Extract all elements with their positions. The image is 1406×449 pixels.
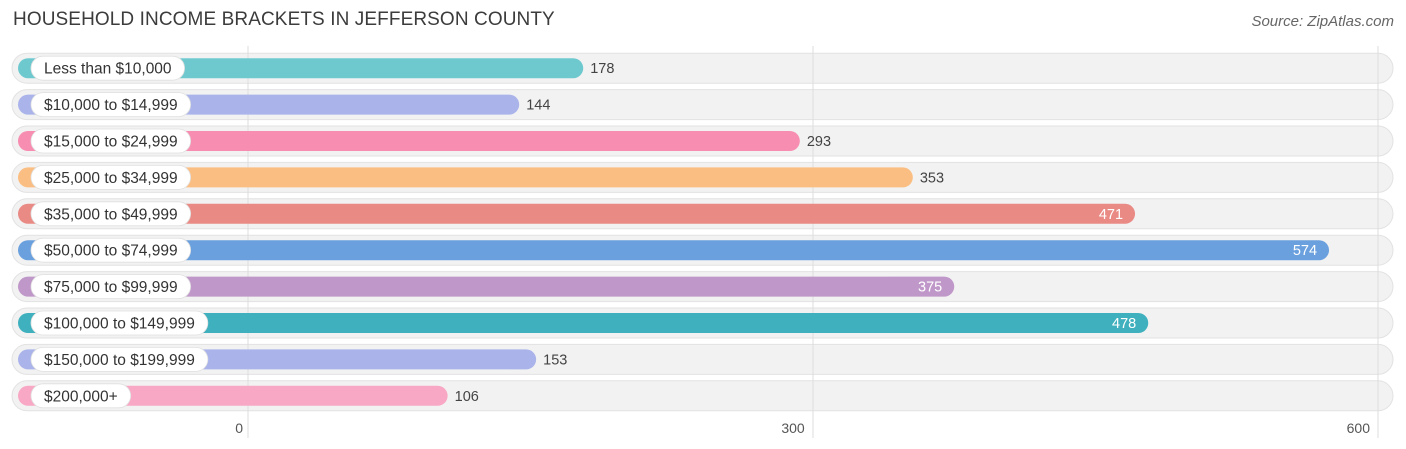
category-pill	[30, 346, 209, 372]
bar	[18, 313, 1149, 333]
category-pill	[30, 201, 192, 227]
category-label: $25,000 to $34,999	[44, 170, 178, 187]
category-label: $150,000 to $199,999	[44, 352, 195, 369]
category-label: $100,000 to $149,999	[44, 316, 195, 333]
category-pill	[30, 164, 192, 190]
chart-source: Source: ZipAtlas.com	[1251, 13, 1394, 30]
value-label: 471	[1099, 207, 1123, 223]
value-label: 153	[543, 352, 567, 368]
value-label: 144	[526, 98, 550, 114]
bar	[18, 131, 800, 151]
chart-title: HOUSEHOLD INCOME BRACKETS IN JEFFERSON C…	[13, 9, 555, 30]
category-pill	[30, 383, 132, 409]
category-label: $200,000+	[44, 388, 118, 405]
category-label: $50,000 to $74,999	[44, 243, 178, 260]
category-label: $35,000 to $49,999	[44, 206, 178, 223]
value-label: 574	[1293, 243, 1317, 259]
value-label: 375	[918, 280, 942, 296]
value-label: 478	[1112, 316, 1136, 332]
category-label: Less than $10,000	[44, 61, 172, 78]
category-label: $15,000 to $24,999	[44, 134, 178, 151]
category-pill	[30, 237, 192, 263]
category-pill	[30, 310, 209, 336]
bar	[18, 276, 955, 297]
bar	[18, 240, 1330, 261]
bars: Less than $10,000 178 $10,000 to $14,999 14…	[18, 55, 1330, 409]
value-label: 353	[920, 170, 944, 186]
x-tick-label: 300	[781, 420, 805, 436]
category-label: $75,000 to $99,999	[44, 279, 178, 296]
bar	[18, 203, 1136, 224]
value-label: 178	[590, 61, 614, 77]
bar	[18, 167, 913, 188]
x-tick-label: 600	[1347, 420, 1371, 436]
x-axis-ticks: 0 300 600	[235, 420, 1370, 436]
category-pill	[30, 55, 185, 81]
value-label: 106	[455, 389, 479, 405]
category-pill	[30, 274, 192, 300]
value-label: 293	[807, 134, 831, 150]
category-pill	[30, 128, 192, 154]
category-pill	[30, 92, 192, 117]
category-label: $10,000 to $14,999	[44, 97, 178, 114]
x-tick-label: 0	[235, 420, 243, 436]
